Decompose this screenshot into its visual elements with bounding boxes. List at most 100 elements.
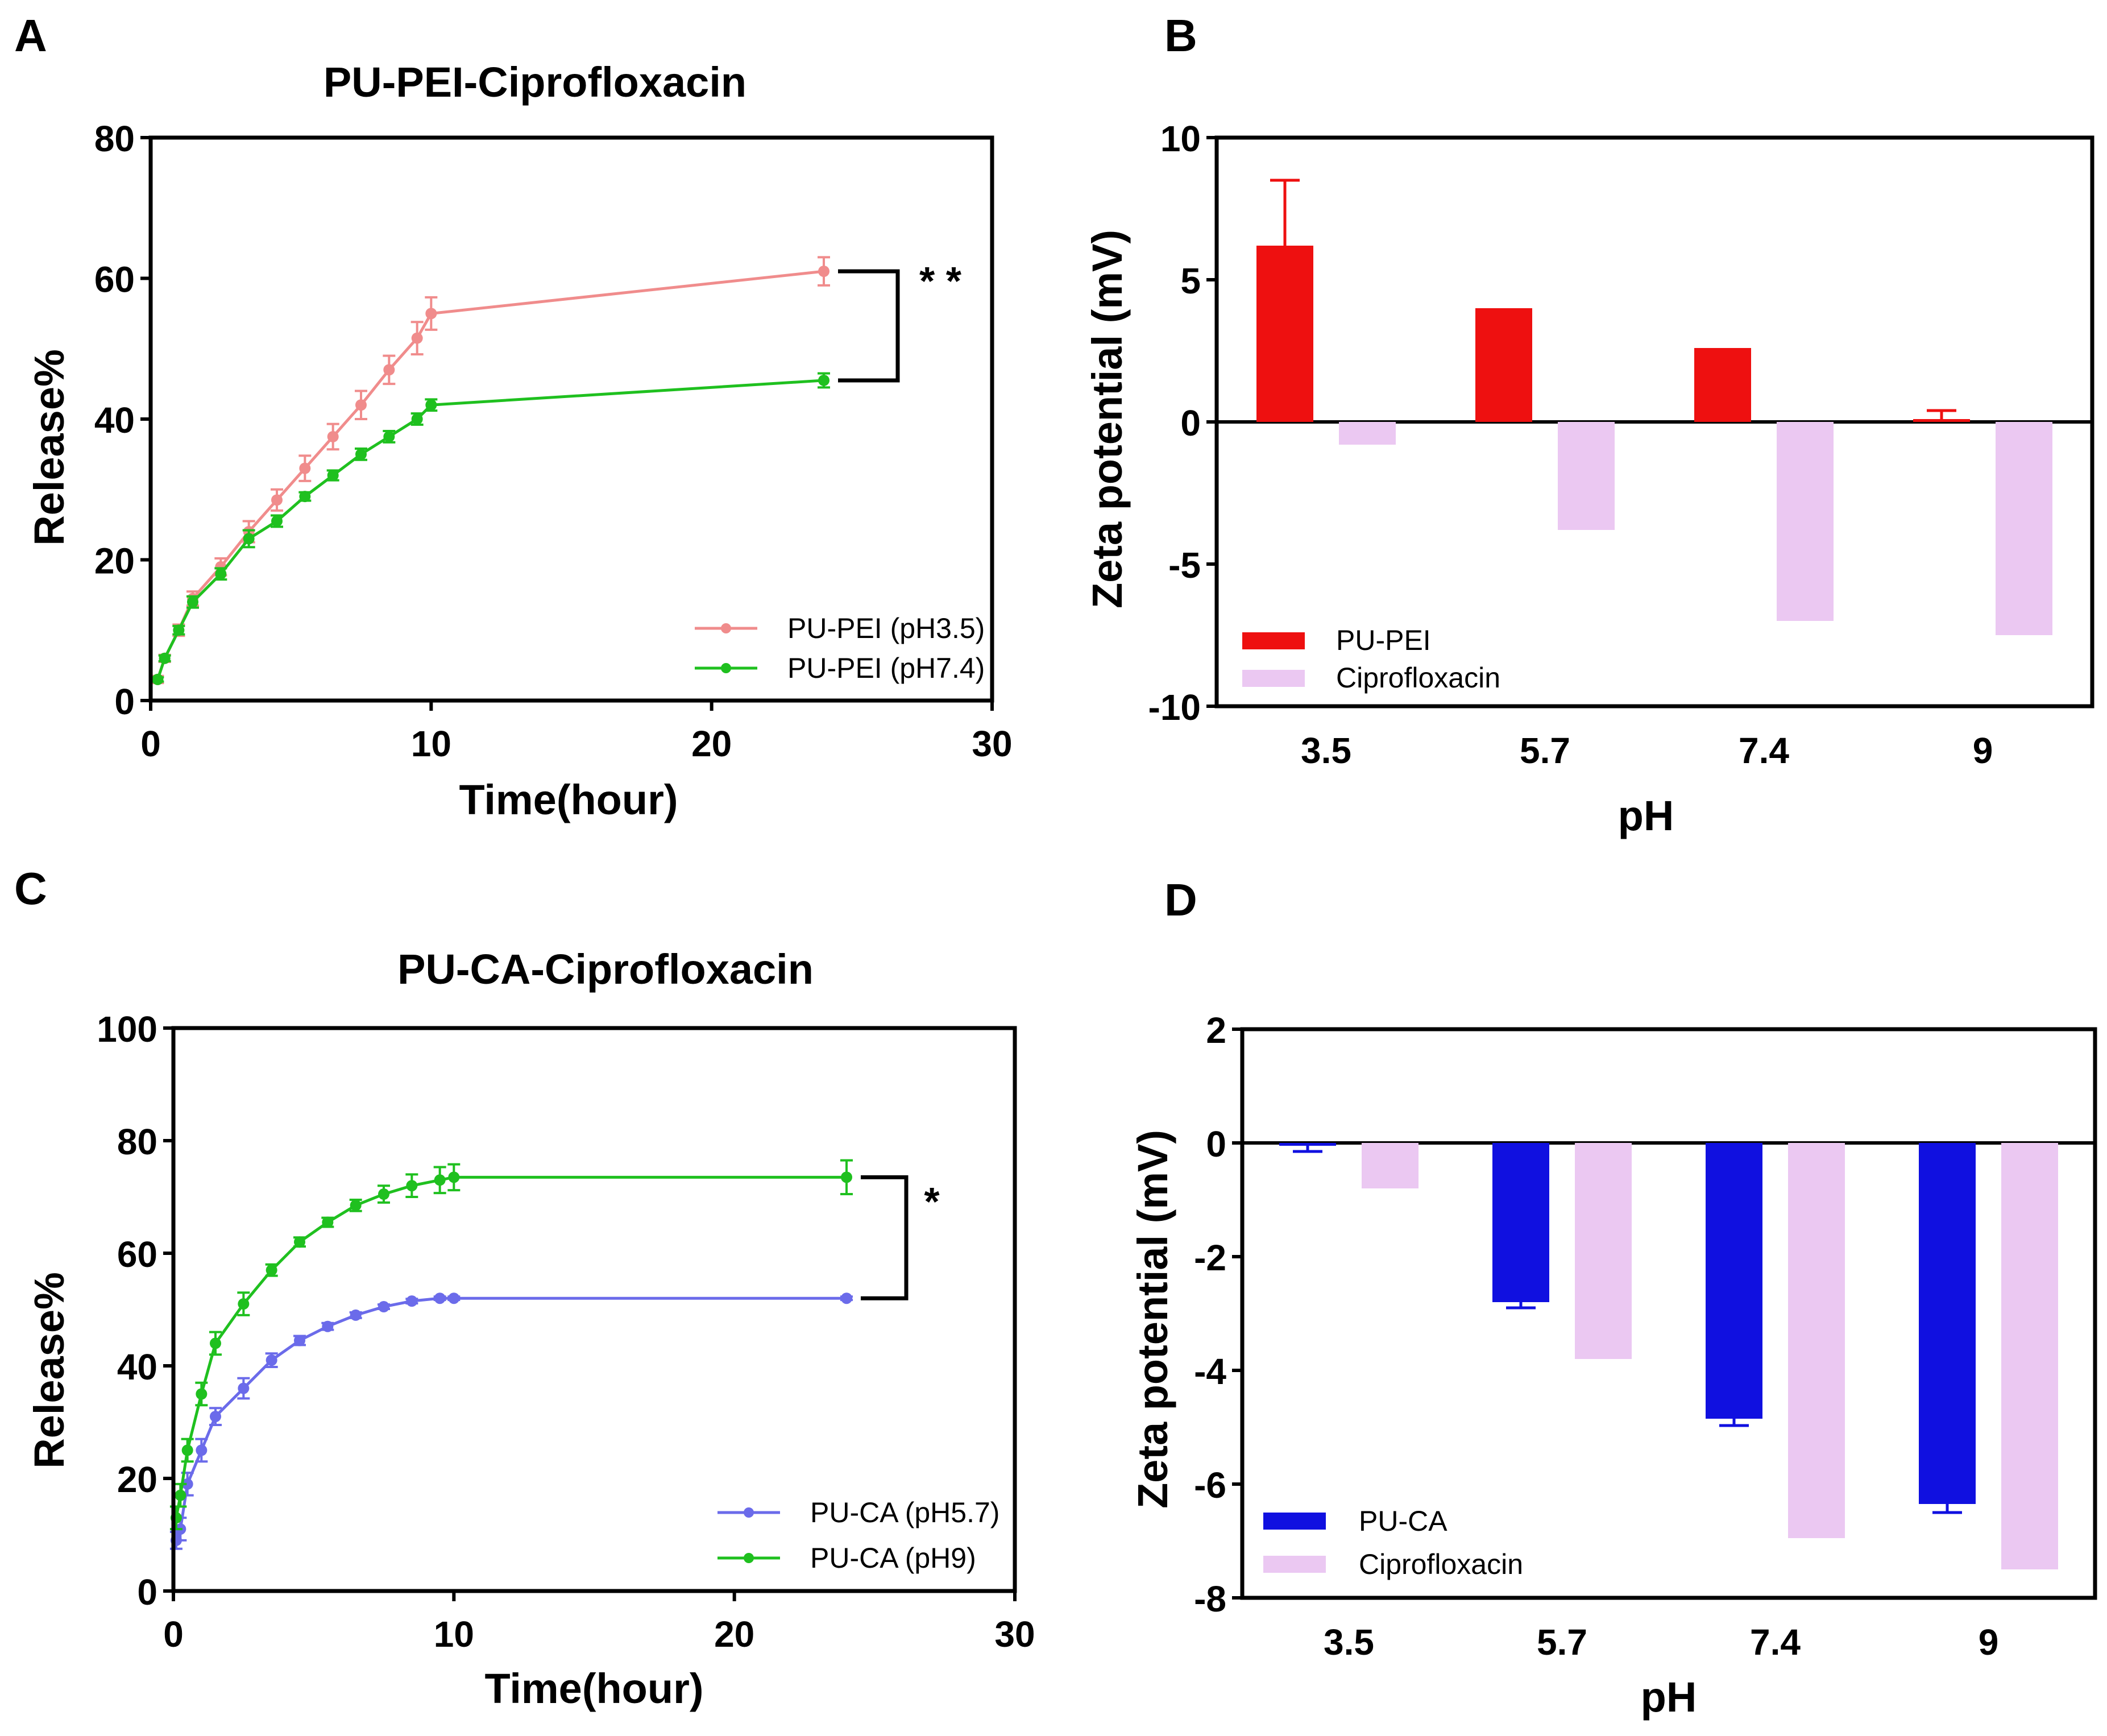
x-tick-label: 9 [1979,1622,1999,1663]
y-tick-label: 60 [94,259,135,300]
series-line [156,270,824,680]
bar [1256,246,1313,422]
significance-marker: * [924,1179,940,1224]
data-point [355,399,367,411]
data-point [299,491,311,503]
x-axis-label: Time(hour) [484,1665,703,1712]
data-point [841,1171,852,1183]
bar [1339,422,1396,445]
panel-c: C PU-CA-Ciprofloxacin Release% Time(hour… [14,863,1035,1712]
bar [1913,419,1970,422]
plot-frame [1240,1027,2097,1600]
panel-label: D [1164,875,1197,925]
significance-bracket [861,1175,909,1300]
panel-d: D Zeta potential (mV) pH 2 0 -2 -4 -6 -8 3.5 5.… [1129,875,2097,1721]
x-tick-label: 10 [411,723,451,764]
data-point [322,1320,334,1332]
legend: PU-CA (pH5.7) PU-CA (pH9) [717,1497,999,1574]
chart-title: PU-PEI-Ciprofloxacin [323,59,746,106]
data-point [271,494,283,506]
plot-frame [148,135,994,703]
x-tick-label: 3.5 [1301,730,1351,771]
panel-b: B Zeta potential (mV) pH 10 5 0 -5 -10 3.5 5.7… [1084,10,2094,839]
data-point [243,533,255,545]
x-tick-label: 5.7 [1537,1622,1587,1663]
y-tick-label: -5 [1168,545,1201,586]
legend-label-ph3-5: PU-PEI (pH3.5) [787,612,985,644]
legend: PU-PEI Ciprofloxacin [1242,624,1500,694]
data-point [350,1309,362,1321]
y-tick-label: 0 [137,1572,157,1613]
y-tick-label: 60 [117,1234,157,1275]
series-line [175,1175,847,1518]
legend: PU-CA Ciprofloxacin [1263,1505,1523,1580]
y-tick-label: 80 [117,1121,157,1162]
x-axis-label: Time(hour) [459,776,678,823]
data-point [425,308,437,320]
bar [1788,1143,1845,1538]
data-point [238,1298,250,1310]
data-point [448,1171,460,1183]
y-tick-label: 0 [1180,403,1201,444]
significance-bracket [838,269,900,383]
y-tick-label: 100 [97,1009,157,1050]
data-point [196,1444,208,1456]
data-point [406,1295,418,1307]
bar [1694,348,1751,422]
bar [1558,422,1615,530]
data-point [187,596,198,608]
data-point [175,1489,186,1501]
data-point [841,1292,852,1304]
data-point [196,1388,208,1400]
y-tick-label: 5 [1180,260,1201,301]
data-point [411,413,423,425]
data-point [181,1478,193,1490]
data-point [425,399,437,411]
x-tick-label: 5.7 [1520,730,1570,771]
data-point [181,1444,193,1456]
plot-frame [1214,135,2094,709]
x-tick-label: 7.4 [1739,730,1789,771]
data-point [818,266,829,277]
y-tick-label: -2 [1194,1237,1226,1278]
data-point [818,374,829,386]
y-tick-label: 40 [117,1346,157,1387]
data-point [327,430,339,442]
y-axis-label: Zeta potential (mV) [1084,230,1131,608]
data-point [378,1188,389,1200]
y-axis-label: Release% [26,1272,73,1469]
bar [1279,1143,1336,1146]
bar [1492,1143,1549,1302]
bar [1777,422,1834,621]
bar [1475,308,1532,422]
x-tick-label: 10 [434,1614,474,1655]
data-point [448,1292,460,1304]
data-point [210,1337,221,1349]
legend: PU-PEI (pH3.5) PU-PEI (pH7.4) [695,612,985,684]
bar [2001,1143,2058,1569]
bar [1996,422,2052,635]
legend-label-ciprofloxacin: Ciprofloxacin [1336,662,1500,694]
panel-label: C [14,863,47,914]
series-line [175,1296,847,1541]
data-point [327,470,339,481]
data-point [383,364,395,376]
x-tick-label: 0 [140,723,161,764]
y-tick-label: 40 [94,400,135,441]
data-point [406,1180,418,1192]
data-point [355,448,367,460]
data-point [350,1199,362,1211]
data-point [238,1382,250,1394]
plot-frame [171,1026,1017,1593]
x-tick-label: 20 [691,723,732,764]
bar [1919,1143,1976,1504]
x-tick-label: 9 [1973,730,1993,771]
y-axis-label: Release% [26,349,73,546]
significance-marker: * * [919,259,962,303]
y-tick-label: 20 [117,1459,157,1500]
data-point [294,1236,305,1248]
bar [1706,1143,1762,1419]
y-tick-label: 80 [94,118,135,159]
y-axis-label: Zeta potential (mV) [1129,1130,1176,1509]
legend-label-pu-ca: PU-CA [1359,1505,1447,1537]
